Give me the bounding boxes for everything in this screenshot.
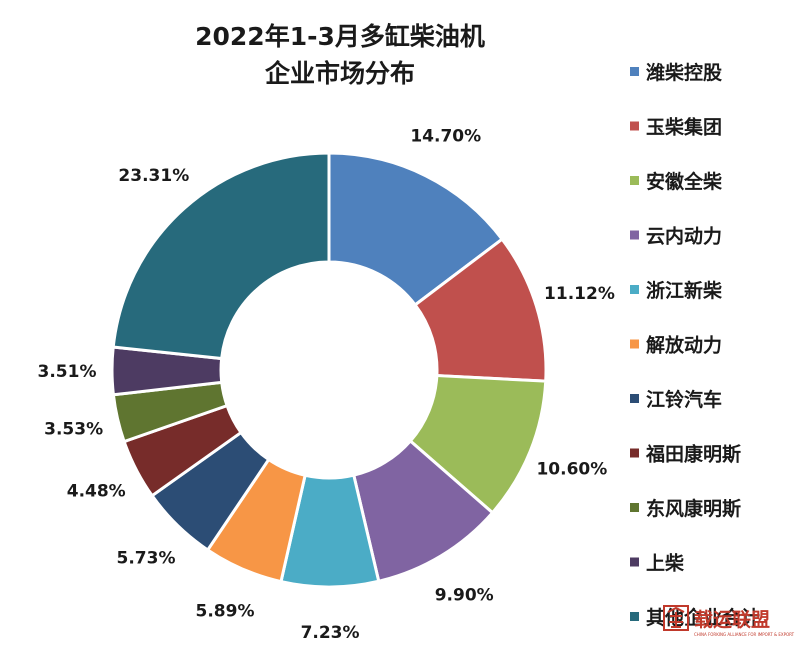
legend-label: 安徽全柴 [646, 170, 723, 193]
chart-title: 2022年1-3月多缸柴油机 企业市场分布 [195, 22, 485, 88]
legend-item: 玉柴集团 [630, 116, 722, 139]
legend-item: 东风康明斯 [630, 497, 741, 520]
legend-item: 浙江新柴 [630, 279, 723, 302]
legend-swatch [630, 285, 639, 294]
legend-label: 潍柴控股 [645, 61, 722, 84]
legend-item: 上柴 [630, 552, 685, 575]
legend-item: 江铃汽车 [630, 388, 722, 411]
legend-label: 云内动力 [646, 225, 722, 248]
legend-swatch [630, 230, 639, 240]
slice-value-label: 3.53% [44, 420, 103, 440]
legend-label: 其他企业合计 [646, 606, 760, 629]
donut-slice [327, 151, 505, 307]
chart-title-line-2: 企业市场分布 [265, 59, 415, 88]
chart-title-line-1: 2022年1-3月多缸柴油机 [195, 22, 485, 51]
legend-item: 安徽全柴 [630, 170, 723, 193]
legend-item: 云内动力 [630, 225, 722, 248]
slice-labels: 14.70% 11.12% 10.60% 9.90% 7.23% 5.89% 5.73% 4.… [38, 126, 615, 643]
legend-swatch [630, 176, 639, 185]
logo-icon [663, 605, 689, 631]
legend-label: 解放动力 [646, 334, 722, 357]
donut-slice [111, 151, 331, 361]
slice-value-label: 11.12% [544, 284, 615, 304]
legend-swatch [630, 503, 639, 512]
slice-value-label: 7.23% [301, 623, 360, 643]
slice-value-label: 3.51% [38, 362, 97, 382]
legend-swatch [630, 557, 639, 567]
legend-item: 解放动力 [630, 334, 722, 357]
legend-label: 浙江新柴 [646, 279, 723, 302]
legend-swatch [630, 67, 639, 76]
legend-item: 其他企业合计 [630, 606, 760, 629]
watermark: 载运联盟 CHINA FORKING ALLIANCE FOR IMPORT &… [663, 605, 795, 637]
legend-swatch [630, 612, 639, 621]
legend-label: 东风康明斯 [646, 497, 741, 520]
slice-value-label: 9.90% [435, 585, 494, 605]
donut-slices [110, 151, 548, 589]
legend-item: 福田康明斯 [630, 443, 741, 466]
slice-value-label: 23.31% [118, 166, 189, 186]
watermark-text: 载运联盟 [694, 608, 770, 631]
slice-value-label: 4.48% [67, 481, 126, 501]
legend-label: 福田康明斯 [645, 443, 741, 466]
slice-value-label: 10.60% [536, 459, 607, 479]
legend-label: 江铃汽车 [646, 388, 722, 411]
slice-value-label: 5.73% [117, 549, 176, 569]
slice-value-label: 5.89% [196, 601, 255, 621]
legend-label: 上柴 [646, 552, 685, 575]
legend-swatch [630, 394, 639, 403]
legend: 潍柴控股玉柴集团安徽全柴云内动力浙江新柴解放动力江铃汽车福田康明斯东风康明斯上柴… [630, 61, 760, 629]
legend-swatch [630, 339, 639, 349]
legend-item: 潍柴控股 [630, 61, 722, 84]
legend-swatch [630, 448, 639, 458]
watermark-subtext: CHINA FORKING ALLIANCE FOR IMPORT & EXPO… [694, 632, 795, 637]
legend-label: 玉柴集团 [646, 116, 722, 139]
slice-value-label: 14.70% [410, 126, 481, 146]
legend-swatch [630, 121, 639, 131]
